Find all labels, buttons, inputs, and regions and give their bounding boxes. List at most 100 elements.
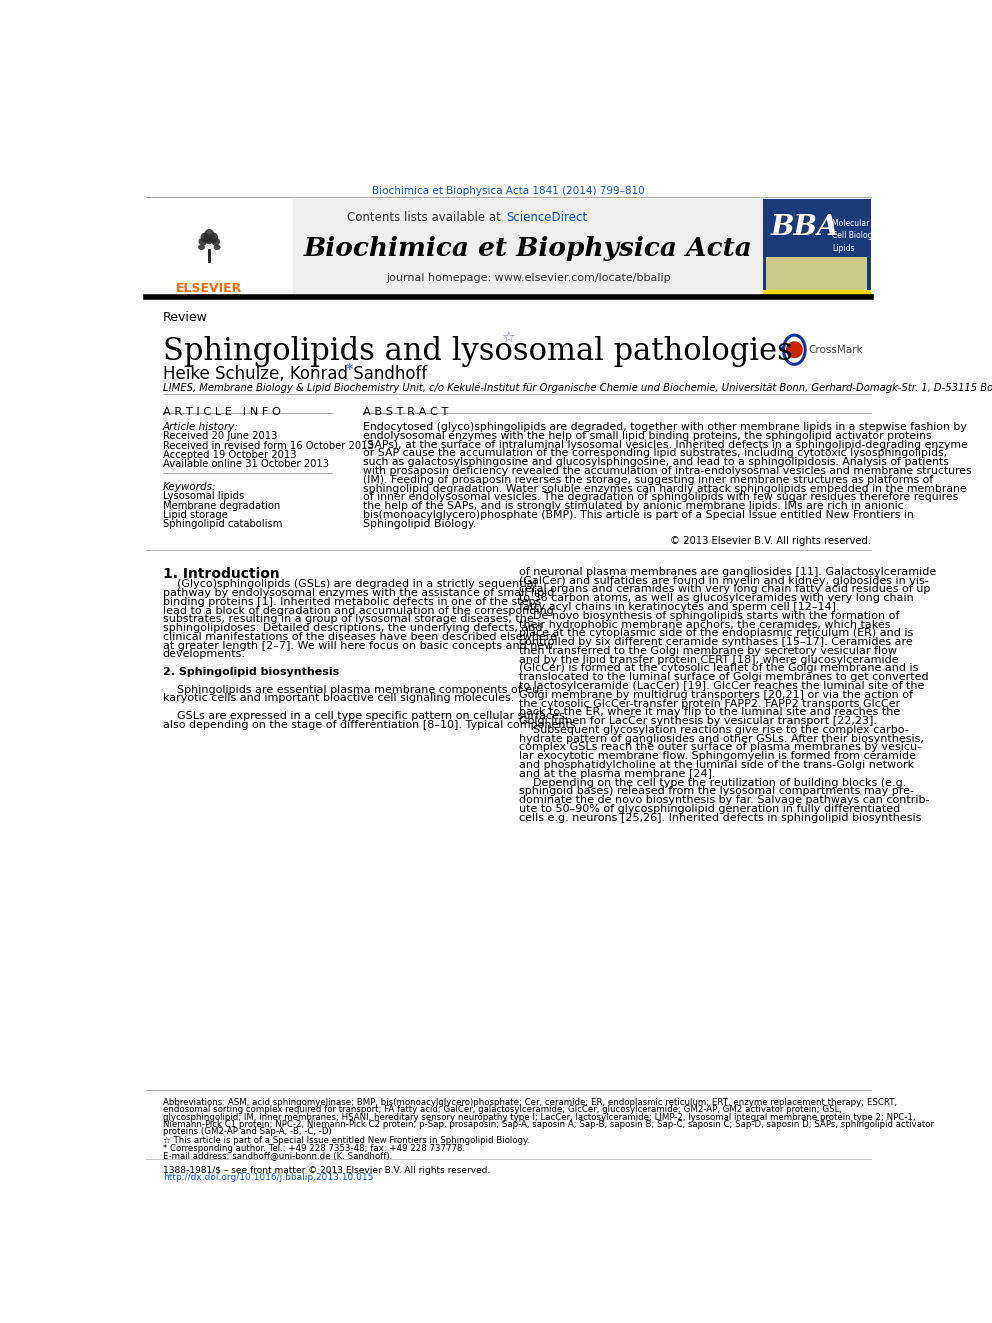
Text: Membrane degradation: Membrane degradation [163,500,280,511]
Text: and at the plasma membrane [24].: and at the plasma membrane [24]. [519,769,716,779]
Text: (IM). Feeding of prosaposin reverses the storage, suggesting inner membrane stru: (IM). Feeding of prosaposin reverses the… [363,475,932,484]
Text: fatty acyl chains in keratinocytes and sperm cell [12–14].: fatty acyl chains in keratinocytes and s… [519,602,840,613]
Text: hydrate pattern of gangliosides and other GSLs. After their biosynthesis,: hydrate pattern of gangliosides and othe… [519,734,925,744]
Text: Lipid storage: Lipid storage [163,509,227,520]
Text: sphingolipid degradation. Water soluble enzymes can hardly attack sphingolipids : sphingolipid degradation. Water soluble … [363,483,966,493]
Circle shape [786,341,803,359]
Text: 2. Sphingolipid biosynthesis: 2. Sphingolipid biosynthesis [163,667,339,677]
Text: ELSEVIER: ELSEVIER [177,282,242,295]
Ellipse shape [213,245,220,250]
Text: Article history:: Article history: [163,422,239,433]
Text: translocated to the luminal surface of Golgi membranes to get converted: translocated to the luminal surface of G… [519,672,929,683]
Text: lead to a block of degradation and accumulation of the corresponding: lead to a block of degradation and accum… [163,606,554,615]
Text: Sphingolipids and lysosomal pathologies: Sphingolipids and lysosomal pathologies [163,336,793,366]
Text: Biochimica et Biophysica Acta 1841 (2014) 799–810: Biochimica et Biophysica Acta 1841 (2014… [372,187,645,197]
Text: Keywords:: Keywords: [163,482,216,492]
Text: complex GSLs reach the outer surface of plasma membranes by vesicu-: complex GSLs reach the outer surface of … [519,742,922,753]
Text: Received in revised form 16 October 2013: Received in revised form 16 October 2013 [163,441,374,451]
Text: journal homepage: www.elsevier.com/locate/bbalip: journal homepage: www.elsevier.com/locat… [386,273,671,283]
Text: back to the ER, where it may flip to the luminal site and reaches the: back to the ER, where it may flip to the… [519,708,901,717]
Text: with prosaposin deficiency revealed the accumulation of intra-endolysosmal vesic: with prosaposin deficiency revealed the … [363,466,971,476]
Text: pathway by endolysosomal enzymes with the assistance of small lipid: pathway by endolysosomal enzymes with th… [163,587,555,598]
Text: such as galactosylsphingosine and glucosylsphingosine, and lead to a sphingolipi: such as galactosylsphingosine and glucos… [363,458,948,467]
Text: Lysosomal lipids: Lysosomal lipids [163,491,244,501]
Text: ute to 50–90% of glycosphingolipid generation in fully differentiated: ute to 50–90% of glycosphingolipid gener… [519,804,901,814]
Text: (GalCer) and sulfatides are found in myelin and kidney, globosides in vis-: (GalCer) and sulfatides are found in mye… [519,576,929,586]
Ellipse shape [212,238,220,246]
Text: A R T I C L E   I N F O: A R T I C L E I N F O [163,406,281,417]
Text: ☆ This article is part of a Special Issue entitled New Frontiers in Sphingolipid: ☆ This article is part of a Special Issu… [163,1136,530,1146]
Ellipse shape [198,245,205,250]
Ellipse shape [208,233,218,243]
Text: their hydrophobic membrane anchors, the ceramides, which takes: their hydrophobic membrane anchors, the … [519,619,891,630]
Text: place at the cytoplasmic side of the endoplasmic reticulum (ER) and is: place at the cytoplasmic side of the end… [519,628,914,638]
Text: then transferred to the Golgi membrane by secretory vesicular flow: then transferred to the Golgi membrane b… [519,646,897,656]
Bar [763,290,871,296]
Text: developments.: developments. [163,650,246,659]
Text: CrossMark: CrossMark [808,345,863,355]
Text: 1388-1981/$ – see front matter © 2013 Elsevier B.V. All rights reserved.: 1388-1981/$ – see front matter © 2013 El… [163,1166,490,1175]
Text: ScienceDirect: ScienceDirect [507,212,587,224]
Text: of neuronal plasma membranes are gangliosides [11]. Galactosylceramide: of neuronal plasma membranes are ganglio… [519,566,936,577]
Text: cells e.g. neurons [25,26]. Inherited defects in sphingolipid biosynthesis: cells e.g. neurons [25,26]. Inherited de… [519,812,922,823]
Text: Biochimica et Biophysica Acta: Biochimica et Biophysica Acta [304,235,753,261]
Text: Golgi membrane by multidrug transporters [20,21] or via the action of: Golgi membrane by multidrug transporters… [519,689,914,700]
Text: Received 20 June 2013: Received 20 June 2013 [163,431,277,442]
Ellipse shape [200,233,210,243]
Text: Golgi lumen for LacCer synthesis by vesicular transport [22,23].: Golgi lumen for LacCer synthesis by vesi… [519,716,877,726]
Text: Heike Schulze, Konrad Sandhoff: Heike Schulze, Konrad Sandhoff [163,365,427,384]
Text: controlled by six different ceramide synthases [15–17]. Ceramides are: controlled by six different ceramide syn… [519,638,913,647]
Text: at greater length [2–7]. We will here focus on basic concepts and new: at greater length [2–7]. We will here fo… [163,640,554,651]
Text: glycosphingolipid; IM, inner membranes; HSANI, hereditary sensory neuropathy typ: glycosphingolipid; IM, inner membranes; … [163,1113,916,1122]
Bar [146,198,293,296]
Bar [767,257,867,292]
Text: clinical manifestations of the diseases have been described elsewhere: clinical manifestations of the diseases … [163,632,557,642]
Text: Abbreviations: ASM, acid sphingomyelinase; BMP, bis(monoacylglycero)phosphate; C: Abbreviations: ASM, acid sphingomyelinas… [163,1098,897,1107]
Text: bis(monoacylglycero)phosphate (BMP). This article is part of a Special Issue ent: bis(monoacylglycero)phosphate (BMP). Thi… [363,509,914,520]
Text: Review: Review [163,311,207,324]
Text: Subsequent glycosylation reactions give rise to the complex carbo-: Subsequent glycosylation reactions give … [519,725,909,734]
Text: GSLs are expressed in a cell type specific pattern on cellular surfaces,: GSLs are expressed in a cell type specif… [163,710,568,721]
Text: the help of the SAPs, and is strongly stimulated by anionic membrane lipids. IMs: the help of the SAPs, and is strongly st… [363,501,904,511]
Text: to lactosylceramide (LacCer) [19]. GlcCer reaches the luminal site of the: to lactosylceramide (LacCer) [19]. GlcCe… [519,681,925,691]
Bar [146,198,871,296]
Ellipse shape [203,229,215,245]
Bar [763,198,871,296]
Text: or SAP cause the accumulation of the corresponding lipid substrates, including c: or SAP cause the accumulation of the cor… [363,448,946,459]
Text: ceral organs and ceramides with very long chain fatty acid residues of up: ceral organs and ceramides with very lon… [519,585,930,594]
Text: binding proteins [1]. Inherited metabolic defects in one of the steps: binding proteins [1]. Inherited metaboli… [163,597,541,607]
Text: Sphingolipids are essential plasma membrane components of eu-: Sphingolipids are essential plasma membr… [163,684,543,695]
Text: (Glyco)sphingolipids (GSLs) are degraded in a strictly sequential: (Glyco)sphingolipids (GSLs) are degraded… [163,579,537,589]
Bar [207,249,210,263]
Text: Niemann-Pick C1 protein; NPC-2, Niemann-Pick C2 protein; p-Sap, prosaposin; Sap-: Niemann-Pick C1 protein; NPC-2, Niemann-… [163,1121,933,1129]
Text: E-mail address: sandhoff@uni-bonn.de (K. Sandhoff).: E-mail address: sandhoff@uni-bonn.de (K.… [163,1151,392,1160]
Text: and phosphatidylcholine at the luminal side of the trans-Golgi network: and phosphatidylcholine at the luminal s… [519,759,915,770]
Text: substrates, resulting in a group of lysosomal storage diseases, the: substrates, resulting in a group of lyso… [163,614,534,624]
Text: (GlcCer) is formed at the cytosolic leaflet of the Golgi membrane and is: (GlcCer) is formed at the cytosolic leaf… [519,663,919,673]
Text: lar exocytotic membrane flow. Sphingomyelin is formed from ceramide: lar exocytotic membrane flow. Sphingomye… [519,751,917,761]
Text: http://dx.doi.org/10.1016/j.bbalip.2013.10.015: http://dx.doi.org/10.1016/j.bbalip.2013.… [163,1174,373,1183]
Text: Endocytosed (glyco)sphingolipids are degraded, together with other membrane lipi: Endocytosed (glyco)sphingolipids are deg… [363,422,966,433]
Text: Sphingolipid catabolism: Sphingolipid catabolism [163,519,282,529]
Text: also depending on the stage of differentiation [8–10]. Typical components: also depending on the stage of different… [163,720,575,729]
Text: * Corresponding author. Tel.: +49 228 7353-48; fax: +49 228 737778.: * Corresponding author. Tel.: +49 228 73… [163,1143,465,1152]
Text: dominate the de novo biosynthesis by far. Salvage pathways can contrib-: dominate the de novo biosynthesis by far… [519,795,930,806]
Text: Contents lists available at: Contents lists available at [347,212,505,224]
Text: Sphingolipid Biology.: Sphingolipid Biology. [363,519,476,529]
Text: © 2013 Elsevier B.V. All rights reserved.: © 2013 Elsevier B.V. All rights reserved… [670,536,871,546]
Text: Depending on the cell type the reutilization of building blocks (e.g.: Depending on the cell type the reutiliza… [519,778,907,787]
Text: LIMES, Membrane Biology & Lipid Biochemistry Unit, c/o Kekulé-Institut für Organ: LIMES, Membrane Biology & Lipid Biochemi… [163,382,992,393]
Text: to 36 carbon atoms, as well as glucosylceramides with very long chain: to 36 carbon atoms, as well as glucosylc… [519,593,914,603]
Text: and by the lipid transfer protein CERT [18], where glucosylceramide: and by the lipid transfer protein CERT [… [519,655,899,664]
Text: *: * [345,363,353,378]
Text: ☆: ☆ [501,331,514,347]
Text: karyotic cells and important bioactive cell signaling molecules.: karyotic cells and important bioactive c… [163,693,514,704]
Text: sphingoid bases) released from the lysosomal compartments may pre-: sphingoid bases) released from the lysos… [519,786,915,796]
Text: sphingolipidoses. Detailed descriptions, the underlying defects, and: sphingolipidoses. Detailed descriptions,… [163,623,543,634]
Text: (SAPs), at the surface of intraluminal lysosomal vesicles. Inherited defects in : (SAPs), at the surface of intraluminal l… [363,439,967,450]
Text: Available online 31 October 2013: Available online 31 October 2013 [163,459,328,470]
Text: of inner endolysosomal vesicles. The degradation of sphingolipids with few sugar: of inner endolysosomal vesicles. The deg… [363,492,958,503]
Text: proteins (GM2-AP and Sap-A, -B, -C, -D): proteins (GM2-AP and Sap-A, -B, -C, -D) [163,1127,331,1136]
Text: De novo biosynthesis of sphingolipids starts with the formation of: De novo biosynthesis of sphingolipids st… [519,611,900,620]
Text: A B S T R A C T: A B S T R A C T [363,406,448,417]
